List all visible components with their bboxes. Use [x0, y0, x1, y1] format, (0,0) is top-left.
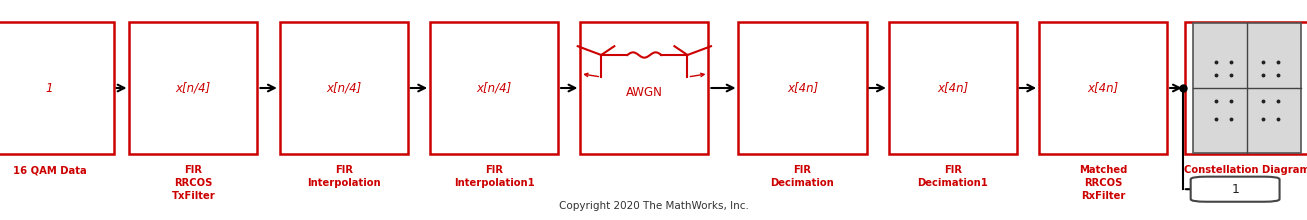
Text: x[n/4]: x[n/4]	[477, 81, 511, 95]
Bar	[1039, 22, 1167, 154]
Text: 1: 1	[1231, 183, 1239, 196]
Bar	[280, 22, 408, 154]
Text: FIR
Interpolation1: FIR Interpolation1	[454, 165, 535, 188]
Text: x[n/4]: x[n/4]	[176, 81, 210, 95]
Bar	[580, 22, 708, 154]
Bar	[129, 22, 257, 154]
Text: 16 QAM Data: 16 QAM Data	[13, 165, 86, 175]
Text: AWGN: AWGN	[626, 86, 663, 99]
Bar	[1192, 23, 1302, 153]
Text: FIR
RRCOS
TxFilter: FIR RRCOS TxFilter	[171, 165, 216, 201]
Bar	[738, 22, 867, 154]
Bar	[889, 22, 1017, 154]
Text: Copyright 2020 The MathWorks, Inc.: Copyright 2020 The MathWorks, Inc.	[558, 201, 749, 211]
Bar	[1184, 22, 1307, 154]
Text: FIR
Decimation1: FIR Decimation1	[918, 165, 988, 188]
Text: x[4n]: x[4n]	[937, 81, 968, 95]
Text: FIR
Interpolation: FIR Interpolation	[307, 165, 380, 188]
Text: Constellation Diagram: Constellation Diagram	[1184, 165, 1307, 175]
Text: x[n/4]: x[n/4]	[327, 81, 361, 95]
Bar	[0, 22, 114, 154]
FancyBboxPatch shape	[1191, 177, 1280, 202]
Bar	[430, 22, 558, 154]
Text: x[4n]: x[4n]	[787, 81, 818, 95]
Text: x[4n]: x[4n]	[1087, 81, 1119, 95]
Text: 1: 1	[46, 81, 54, 95]
Text: Matched
RRCOS
RxFilter: Matched RRCOS RxFilter	[1078, 165, 1128, 201]
Text: FIR
Decimation: FIR Decimation	[771, 165, 834, 188]
